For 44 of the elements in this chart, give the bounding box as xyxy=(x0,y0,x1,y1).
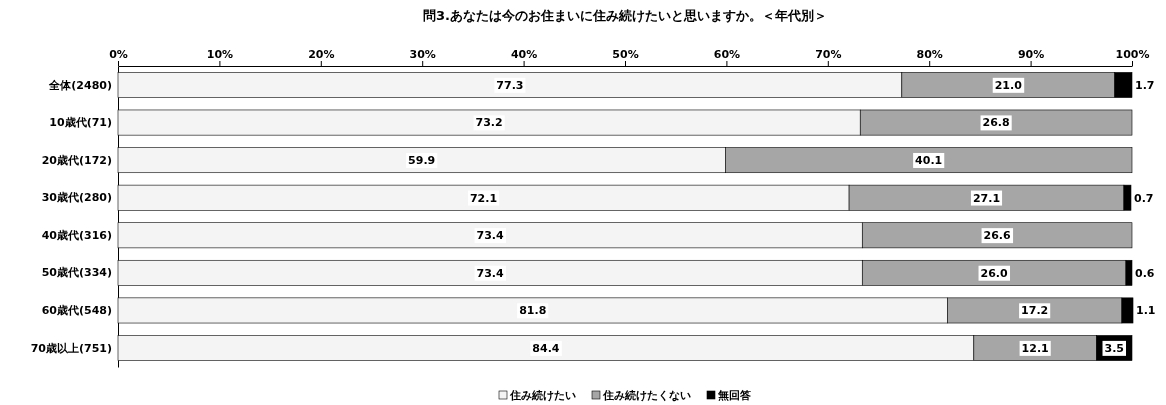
x-tick-label: 60% xyxy=(713,48,741,61)
y-tick-label: 30歳代(280) xyxy=(41,191,112,205)
data-label: 27.1 xyxy=(972,191,1001,205)
data-label: 12.1 xyxy=(1021,341,1049,355)
x-tick-label: 10% xyxy=(206,48,234,61)
legend-label: 住み続けたくない xyxy=(602,389,691,402)
data-label: 17.2 xyxy=(1021,304,1049,318)
y-tick-label: 40歳代(316) xyxy=(41,228,112,242)
data-label: 0.7 xyxy=(1133,191,1154,205)
y-tick-label: 全体(2480) xyxy=(48,78,112,92)
chart-title: 問3.あなたは今のお住まいに住み続けたいと思いますか。＜年代別＞ xyxy=(423,8,827,23)
y-tick-label: 50歳代(334) xyxy=(41,266,112,280)
data-label: 59.9 xyxy=(408,153,436,167)
x-tick-label: 70% xyxy=(815,48,842,61)
x-tick-label: 0% xyxy=(109,48,128,61)
x-tick-label: 50% xyxy=(612,48,639,61)
y-tick-label: 20歳代(172) xyxy=(41,153,112,167)
legend-label: 住み続けたい xyxy=(509,389,576,402)
x-tick-label: 30% xyxy=(409,48,436,61)
x-tick-label: 40% xyxy=(510,48,538,61)
x-tick-label: 100% xyxy=(1115,48,1150,61)
y-tick-label: 60歳代(548) xyxy=(41,303,112,317)
data-label: 77.3 xyxy=(496,78,524,92)
data-label: 3.5 xyxy=(1104,341,1125,355)
data-label: 21.0 xyxy=(994,78,1023,92)
data-label: 26.0 xyxy=(980,266,1009,280)
data-label: 26.8 xyxy=(982,116,1010,130)
data-label: 73.4 xyxy=(476,229,505,243)
data-label: 72.1 xyxy=(469,191,498,205)
legend-label: 無回答 xyxy=(717,389,752,402)
data-label: 84.4 xyxy=(532,341,560,355)
data-label: 40.1 xyxy=(915,153,943,167)
x-tick-label: 20% xyxy=(308,48,335,61)
x-tick-label: 80% xyxy=(916,48,943,61)
y-tick-label: 70歳以上(751) xyxy=(30,341,112,355)
data-label: 1.7 xyxy=(1135,78,1155,92)
data-label: 1.1 xyxy=(1136,304,1156,318)
data-label: 73.4 xyxy=(476,266,505,280)
data-label: 81.8 xyxy=(519,304,547,318)
x-tick-label: 90% xyxy=(1017,48,1045,61)
data-label: 0.6 xyxy=(1135,266,1155,280)
y-tick-label: 10歳代(71) xyxy=(49,116,112,130)
data-label: 26.6 xyxy=(983,229,1012,243)
data-label: 73.2 xyxy=(475,116,503,130)
